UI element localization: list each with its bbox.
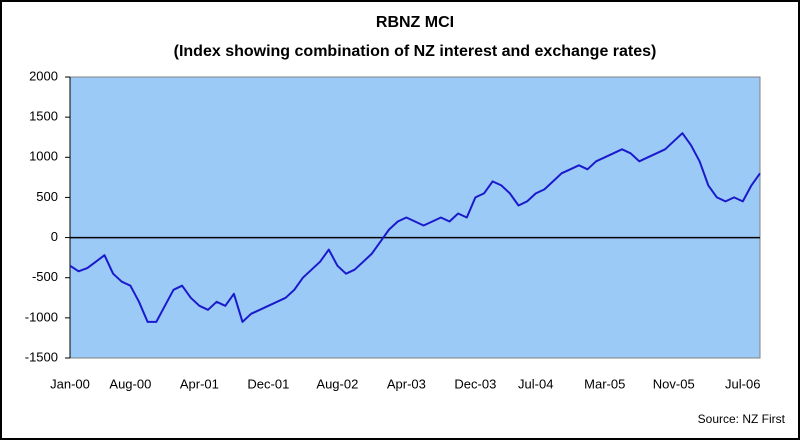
x-tick-label: Aug-00 (109, 376, 151, 391)
x-tick-label: Jul-06 (725, 376, 760, 391)
chart-title: RBNZ MCI (376, 14, 454, 31)
x-tick-label: Apr-03 (387, 376, 426, 391)
x-tick-label: Jul-04 (518, 376, 553, 391)
y-tick-label: 1500 (29, 109, 58, 124)
plot-area (69, 76, 761, 359)
x-tick-label: Nov-05 (653, 376, 695, 391)
chart-subtitle: (Index showing combination of NZ interes… (174, 43, 657, 60)
y-tick-label: 1000 (29, 149, 58, 164)
y-tick-label: 500 (36, 189, 58, 204)
x-tick-label: Aug-02 (316, 376, 358, 391)
y-tick-label: 0 (51, 229, 58, 244)
x-tick-label: Apr-01 (180, 376, 219, 391)
source-note: Source: NZ First (698, 412, 786, 426)
x-tick-label: Dec-01 (247, 376, 289, 391)
data-line (69, 132, 761, 323)
x-tick-label: Dec-03 (454, 376, 496, 391)
x-tick-label: Mar-05 (584, 376, 625, 391)
y-tick-label: -1000 (25, 309, 58, 324)
x-tick-label: Jan-00 (50, 376, 90, 391)
y-tick-label: -500 (32, 269, 58, 284)
y-tick-label: -1500 (25, 349, 58, 364)
y-tick-label: 2000 (29, 68, 58, 83)
